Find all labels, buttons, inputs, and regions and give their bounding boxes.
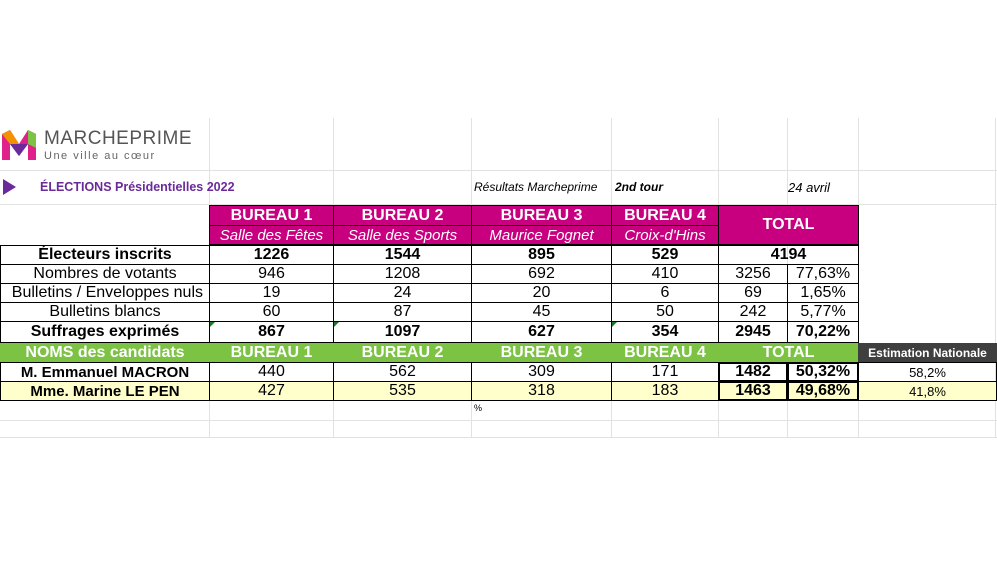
inscrits-total: 4194 — [718, 245, 859, 265]
bureau-4-header: BUREAU 4 — [611, 205, 719, 226]
votants-b2: 1208 — [333, 264, 472, 284]
inscrits-b1: 1226 — [209, 245, 334, 265]
nuls-b1: 19 — [209, 283, 334, 303]
exprimes-b2: 1097 — [333, 321, 472, 343]
exprimes-total: 2945 — [718, 321, 788, 343]
inscrits-b3: 895 — [471, 245, 612, 265]
lepen-b3: 318 — [471, 381, 612, 401]
logo-tagline: Une ville au cœur — [44, 150, 156, 162]
inscrits-b2: 1544 — [333, 245, 472, 265]
votants-b1: 946 — [209, 264, 334, 284]
votants-total: 3256 — [718, 264, 788, 284]
macron-b3: 309 — [471, 362, 612, 382]
nuls-b2: 24 — [333, 283, 472, 303]
votants-b3: 692 — [471, 264, 612, 284]
blancs-pct: 5,77% — [787, 302, 859, 322]
exprimes-b1: 867 — [209, 321, 334, 343]
nuls-pct: 1,65% — [787, 283, 859, 303]
error-flag-icon — [334, 322, 339, 327]
macron-total: 1482 — [718, 362, 788, 382]
blancs-b3: 45 — [471, 302, 612, 322]
lepen-b2: 535 — [333, 381, 472, 401]
stray-percent-cell: % — [474, 403, 483, 413]
row-label-votants: Nombres de votants — [0, 264, 210, 284]
bureau-3-header: BUREAU 3 — [471, 205, 612, 226]
lepen-national: 41,8% — [858, 381, 997, 401]
lepen-b4: 183 — [611, 381, 719, 401]
candidates-header-b4: BUREAU 4 — [611, 343, 719, 362]
nuls-total: 69 — [718, 283, 788, 303]
macron-b4: 171 — [611, 362, 719, 382]
lepen-total: 1463 — [718, 381, 788, 401]
lepen-pct: 49,68% — [787, 381, 859, 401]
date-label: 24 avril — [788, 179, 830, 195]
lepen-b1: 427 — [209, 381, 334, 401]
row-label-blancs: Bulletins blancs — [0, 302, 210, 322]
bureau-1-header: BUREAU 1 — [209, 205, 334, 226]
nuls-b3: 20 — [471, 283, 612, 303]
candidates-header-total: TOTAL — [718, 343, 859, 362]
candidate-name-macron: M. Emmanuel MACRON — [0, 362, 210, 382]
row-label-nuls: Bulletins / Enveloppes nuls — [0, 283, 210, 303]
candidates-header-b1: BUREAU 1 — [209, 343, 334, 362]
bureau-2-place: Salle des Sports — [333, 225, 472, 245]
candidates-header-b3: BUREAU 3 — [471, 343, 612, 362]
macron-b1: 440 — [209, 362, 334, 382]
votants-pct: 77,63% — [787, 264, 859, 284]
bureau-2-header: BUREAU 2 — [333, 205, 472, 226]
blancs-b2: 87 — [333, 302, 472, 322]
row-label-exprimes: Suffrages exprimés — [0, 321, 210, 343]
nuls-b4: 6 — [611, 283, 719, 303]
results-label: Résultats Marcheprime — [474, 180, 598, 194]
blancs-b4: 50 — [611, 302, 719, 322]
bureau-3-place: Maurice Fognet — [471, 225, 612, 245]
error-flag-icon — [210, 322, 215, 327]
election-title: ÉLECTIONS Présidentielles 2022 — [40, 180, 235, 194]
macron-national: 58,2% — [858, 362, 997, 382]
macron-pct: 50,32% — [787, 362, 859, 382]
blancs-b1: 60 — [209, 302, 334, 322]
exprimes-b4: 354 — [611, 321, 719, 343]
logo-name: MARCHEPRIME — [44, 128, 193, 149]
play-arrow-icon — [3, 179, 16, 195]
bureau-1-place: Salle des Fêtes — [209, 225, 334, 245]
national-estimate-header: Estimation Nationale — [858, 343, 997, 362]
total-header: TOTAL — [718, 205, 859, 245]
candidates-header-b2: BUREAU 2 — [333, 343, 472, 362]
bureau-4-place: Croix-d'Hins — [611, 225, 719, 245]
row-label-inscrits: Électeurs inscrits — [0, 245, 210, 265]
error-flag-icon — [612, 322, 617, 327]
exprimes-pct: 70,22% — [787, 321, 859, 343]
round-label: 2nd tour — [615, 180, 663, 194]
exprimes-b3: 627 — [471, 321, 612, 343]
votants-b4: 410 — [611, 264, 719, 284]
marcheprime-logo-icon — [2, 130, 36, 160]
blancs-total: 242 — [718, 302, 788, 322]
candidate-name-lepen: Mme. Marine LE PEN — [0, 381, 210, 401]
candidates-header-label: NOMS des candidats — [0, 343, 210, 362]
macron-b2: 562 — [333, 362, 472, 382]
inscrits-b4: 529 — [611, 245, 719, 265]
